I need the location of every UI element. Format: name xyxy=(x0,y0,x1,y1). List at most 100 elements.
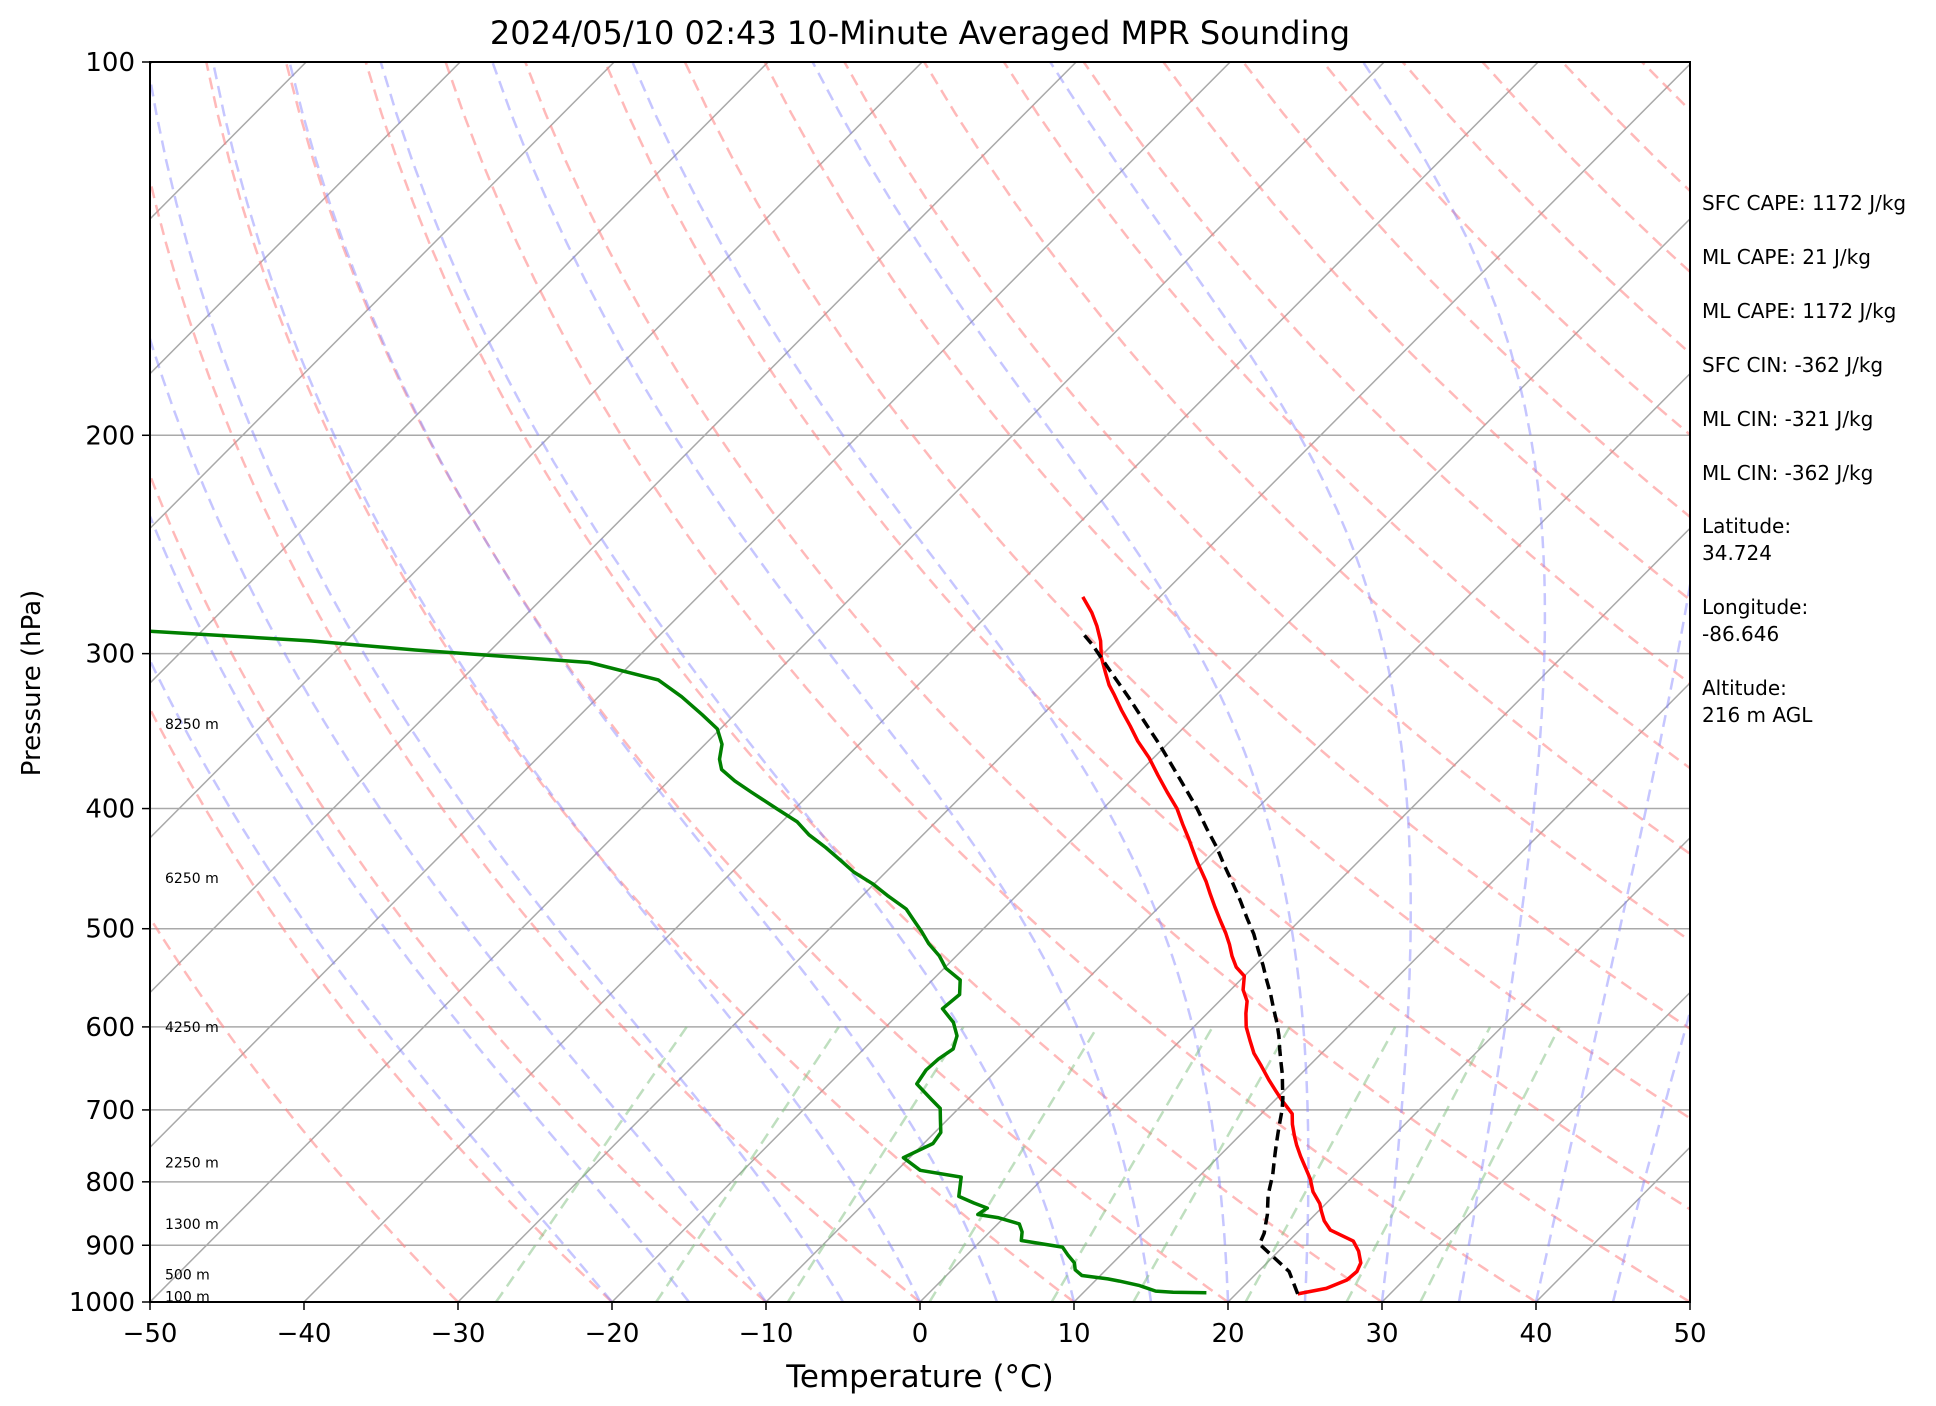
mixing-ratio-line xyxy=(1132,1026,1291,1302)
height-label: 6250 m xyxy=(165,871,219,887)
x-tick-label: 40 xyxy=(1519,1319,1552,1349)
mixing-ratio-line xyxy=(655,1026,840,1302)
dry-adiabat xyxy=(524,62,1690,1302)
moist-adiabat xyxy=(1534,577,1690,1302)
moist-adiabat xyxy=(491,62,1153,1302)
y-tick-label: 600 xyxy=(85,1013,135,1043)
moist-adiabat xyxy=(811,62,1310,1302)
mixing-ratio-line xyxy=(1244,1026,1397,1302)
moist-adiabat xyxy=(288,62,999,1302)
y-tick-label: 100 xyxy=(85,48,135,78)
x-tick-label: 0 xyxy=(912,1319,929,1349)
mixing-ratio-line xyxy=(1345,1026,1492,1302)
y-axis-label: Pressure (hPa) xyxy=(17,590,47,777)
mixing-ratio-line xyxy=(1419,1026,1561,1302)
stat-line: ML CIN: -362 J/kg xyxy=(1702,461,1873,485)
dewpoint-profile xyxy=(150,629,1207,1295)
dry-adiabat xyxy=(150,915,459,1302)
moist-adiabat xyxy=(150,513,690,1302)
dry-adiabat xyxy=(1082,62,1690,686)
y-tick-label: 900 xyxy=(85,1231,135,1261)
height-label: 2250 m xyxy=(165,1156,219,1172)
station-info-value: 34.724 xyxy=(1702,541,1772,565)
dry-adiabat xyxy=(205,62,1075,1302)
isotherm-line xyxy=(150,62,615,530)
y-axis-ticks: 1000 900 800 700 600 500 400 300 200 100 xyxy=(69,48,150,1318)
plot-grid xyxy=(150,62,1690,1302)
parcel-profile xyxy=(1083,634,1300,1295)
dry-adiabat xyxy=(444,62,1537,1302)
isotherm-line xyxy=(303,62,1539,1302)
x-tick-label: −40 xyxy=(277,1319,332,1349)
plot-frame xyxy=(149,61,1691,1303)
stats-panel: SFC CAPE: 1172 J/kg ML CAPE: 21 J/kg ML CA… xyxy=(1702,191,1906,727)
height-label: 500 m xyxy=(165,1267,210,1283)
station-info-label: Longitude: xyxy=(1702,595,1808,619)
x-tick-label: −20 xyxy=(585,1319,640,1349)
moist-adiabat xyxy=(150,334,768,1302)
x-tick-label: −10 xyxy=(739,1319,794,1349)
isotherm-line xyxy=(150,62,1077,994)
height-label: 8250 m xyxy=(165,717,219,733)
x-axis-label: Temperature (°C) xyxy=(785,1359,1054,1395)
dry-adiabat xyxy=(364,62,1383,1302)
x-tick-label: 20 xyxy=(1211,1319,1244,1349)
isotherm-line xyxy=(919,527,1690,1302)
stat-line: SFC CAPE: 1172 J/kg xyxy=(1702,191,1906,215)
isotherm-line xyxy=(611,217,1690,1302)
y-tick-label: 300 xyxy=(85,640,135,670)
dry-adiabat xyxy=(150,471,767,1302)
moist-adiabat xyxy=(631,62,1230,1302)
dry-adiabat xyxy=(603,62,1690,1211)
dry-adiabat xyxy=(150,174,921,1302)
station-info-value: -86.646 xyxy=(1702,622,1779,646)
isotherm-line xyxy=(150,62,461,375)
y-tick-label: 500 xyxy=(85,915,135,945)
dry-adiabat xyxy=(763,62,1690,1031)
dry-adiabat xyxy=(683,62,1690,1120)
dry-adiabat xyxy=(284,62,1229,1302)
x-tick-label: 30 xyxy=(1365,1319,1398,1349)
x-axis-ticks: −50 −40 −30 −20 −10 0 10 20 30 40 50 xyxy=(123,1302,1707,1349)
station-info-value: 216 m AGL xyxy=(1702,703,1813,727)
mixing-ratio-line xyxy=(1050,1026,1214,1302)
isotherm-line xyxy=(457,63,1690,1302)
moist-adiabat xyxy=(150,71,845,1302)
moist-adiabat xyxy=(150,657,613,1302)
y-tick-label: 1000 xyxy=(69,1288,135,1318)
y-tick-label: 800 xyxy=(85,1168,135,1198)
mixing-ratio-line xyxy=(495,1026,688,1302)
dry-adiabat xyxy=(1002,62,1690,770)
y-tick-label: 400 xyxy=(85,795,135,825)
height-labels: 100 m 500 m 1300 m 2250 m 4250 m 6250 m 8250 m xyxy=(165,717,219,1305)
y-tick-label: 700 xyxy=(85,1096,135,1126)
stat-line: ML CAPE: 1172 J/kg xyxy=(1702,299,1896,323)
isotherm-line xyxy=(1381,991,1690,1302)
isotherm-line xyxy=(150,62,1231,1149)
y-tick-label: 200 xyxy=(85,421,135,451)
height-label: 4250 m xyxy=(165,1020,219,1036)
x-tick-label: 10 xyxy=(1057,1319,1090,1349)
isotherm-line xyxy=(1227,836,1690,1302)
station-info-label: Altitude: xyxy=(1702,676,1787,700)
stat-line: ML CIN: -321 J/kg xyxy=(1702,407,1873,431)
chart-title: 2024/05/10 02:43 10-Minute Averaged MPR … xyxy=(490,14,1350,52)
x-tick-label: −50 xyxy=(123,1319,178,1349)
plot-series xyxy=(150,596,1363,1296)
dry-adiabat xyxy=(1162,62,1690,602)
stat-line: ML CAPE: 21 J/kg xyxy=(1702,245,1871,269)
height-label: 100 m xyxy=(165,1290,210,1306)
moist-adiabat xyxy=(211,62,922,1302)
stat-line: SFC CIN: -362 J/kg xyxy=(1702,353,1883,377)
moist-adiabat xyxy=(1049,62,1412,1302)
x-tick-label: −30 xyxy=(431,1319,486,1349)
x-tick-label: 50 xyxy=(1673,1319,1706,1349)
moist-adiabat xyxy=(1362,62,1547,1302)
mixing-ratio-line xyxy=(786,1026,965,1302)
mixing-ratio-line xyxy=(928,1026,1099,1302)
moist-adiabat xyxy=(379,62,1076,1302)
isotherm-line xyxy=(150,62,1385,1302)
isotherm-line xyxy=(150,62,769,685)
isotherm-line xyxy=(150,62,923,839)
